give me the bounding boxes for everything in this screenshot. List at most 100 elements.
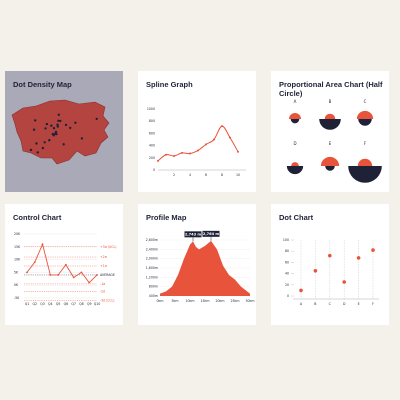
map-dot	[41, 146, 45, 150]
control-limit-label: -2σ	[100, 290, 105, 294]
spline-point	[237, 150, 239, 153]
y-tick-label: 600	[149, 131, 155, 135]
control-point	[64, 263, 67, 266]
spline-point	[221, 125, 223, 128]
map-dot	[45, 122, 49, 126]
y-tick-label: 200	[149, 156, 155, 160]
map-dot	[32, 128, 36, 131]
profile-map-card[interactable]: Profile Map 2,800m 2,400m 2,000m 1,600m 1,20…	[138, 204, 256, 325]
spline-point	[205, 143, 207, 146]
dot-point	[328, 253, 332, 258]
x-tick-label: F	[372, 302, 374, 306]
control-limit-label: AVERAGE	[100, 273, 115, 277]
control-point	[72, 276, 75, 279]
peak-label: 2,764 m	[203, 232, 220, 236]
half-circle-top	[320, 156, 340, 166]
spline-graph-card[interactable]: Spline Graph 1000 800 600 400 200 0 2 4 6 8 10	[138, 71, 256, 192]
half-circle-top	[291, 162, 299, 166]
control-point	[26, 271, 28, 274]
control-point	[57, 274, 60, 276]
control-point	[33, 261, 36, 264]
control-point	[96, 274, 98, 276]
x-tick-label: 30km	[245, 299, 254, 303]
y-tick-label: 80	[285, 249, 289, 253]
half-circle-label: F	[364, 141, 367, 146]
y-tick-label: 400	[149, 144, 155, 148]
half-circle-label: E	[329, 141, 332, 146]
spline-point	[189, 152, 191, 155]
y-tick-label: 0	[287, 294, 289, 298]
y-tick-label: 2,400m	[146, 247, 158, 251]
y-tick-label: 1,200m	[146, 275, 158, 279]
spline-point	[197, 149, 199, 152]
map-region	[11, 99, 110, 165]
card-title: Control Chart	[13, 213, 62, 222]
map-dot	[56, 125, 59, 128]
peak-tag	[184, 231, 202, 238]
card-title: Profile Map	[146, 213, 187, 222]
control-limit-label: -3σ (LCL)	[100, 299, 114, 303]
control-chart-card[interactable]: Control Chart 20K 15K 10K 5K 0K -5K +3σ (UCL) +…	[5, 204, 123, 325]
y-tick-label: 400m	[149, 294, 158, 298]
x-tick-label: C	[329, 302, 332, 306]
y-tick-label: 20	[285, 283, 289, 287]
x-tick-label: 8	[221, 173, 223, 177]
y-tick-label: 1,600m	[146, 266, 158, 270]
x-tick-label: 25km	[230, 299, 239, 303]
x-tick-label: Q2	[33, 302, 38, 306]
dot-point	[342, 280, 346, 284]
half-circle-bottom	[358, 119, 372, 126]
y-tick-label: 0	[153, 168, 155, 172]
control-point	[88, 281, 91, 284]
half-circle-label: B	[329, 99, 332, 104]
profile-area	[160, 240, 250, 296]
half-circle-bottom	[290, 119, 300, 124]
map-dot	[44, 127, 47, 130]
card-title: Dot Density Map	[13, 80, 72, 89]
dot-point	[371, 248, 375, 252]
map-dot	[29, 148, 33, 152]
spline-point	[173, 154, 175, 157]
map-dot	[59, 119, 62, 123]
y-tick-label: 5K	[14, 270, 19, 274]
y-tick-label: 60	[285, 260, 289, 264]
map-dot	[56, 123, 59, 126]
map-dot	[35, 142, 38, 145]
card-title: Dot Chart	[279, 213, 314, 222]
half-circle-bottom	[348, 166, 382, 183]
map-dot	[55, 132, 58, 136]
spline-point	[181, 151, 183, 154]
x-tick-label: 0km	[157, 299, 164, 303]
y-tick-label: 15K	[14, 245, 21, 249]
control-point	[49, 274, 52, 276]
y-tick-label: 20K	[14, 232, 21, 236]
dot-point	[356, 256, 361, 260]
half-circle-label: A	[294, 99, 297, 104]
x-tick-label: Q3	[40, 302, 45, 306]
dot-point	[313, 269, 318, 273]
map-dot	[48, 139, 51, 142]
y-tick-label: 800	[149, 119, 155, 123]
dot-density-card[interactable]: Dot Density Map	[5, 71, 123, 192]
control-chart: 20K 15K 10K 5K 0K -5K +3σ (UCL) +2σ +1σ AVERAGE -1…	[14, 232, 117, 306]
spline-line	[157, 125, 239, 162]
x-tick-label: Q1	[25, 302, 30, 306]
dot-chart-card[interactable]: Dot Chart 100 80 60 40 20 0 A B C D E F	[271, 204, 389, 325]
map-dot	[50, 124, 53, 127]
half-circle-top	[356, 110, 374, 119]
half-circle-top	[324, 113, 336, 119]
x-tick-label: D	[343, 302, 346, 306]
x-tick-label: Q9	[87, 302, 92, 306]
control-limit-label: +2σ	[100, 255, 107, 259]
y-tick-label: 800m	[149, 285, 158, 289]
x-tick-label: Q4	[48, 302, 53, 306]
half-circle-card[interactable]: Proportional Area Chart (Half Circle) A B…	[271, 71, 389, 192]
x-tick-label: 10	[236, 173, 240, 177]
map-dot	[57, 119, 60, 122]
x-tick-label: A	[300, 302, 303, 306]
x-tick-label: 10km	[185, 299, 194, 303]
x-tick-label: Q6	[64, 302, 69, 306]
spline-point	[165, 153, 167, 156]
spline-point	[229, 136, 231, 139]
map-dot	[51, 132, 54, 136]
